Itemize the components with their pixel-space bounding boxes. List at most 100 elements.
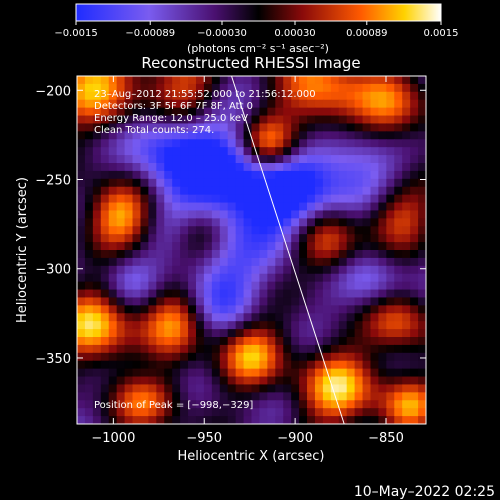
heatmap-cell: [267, 400, 276, 409]
heatmap-cell: [124, 178, 134, 188]
heatmap-cell: [235, 265, 245, 275]
heatmap-cell: [299, 210, 308, 219]
heatmap-cell: [124, 218, 134, 227]
heatmap-cell: [203, 408, 213, 417]
heatmap-cell: [418, 76, 426, 85]
heatmap-cell: [307, 83, 316, 93]
heatmap-cell: [378, 218, 387, 227]
heatmap-cell: [283, 178, 292, 188]
heatmap-cell: [267, 147, 276, 156]
heatmap-cell: [275, 218, 284, 227]
heatmap-cell: [307, 265, 316, 275]
heatmap-cell: [243, 376, 253, 386]
heatmap-cell: [386, 107, 395, 117]
heatmap-cell: [378, 178, 387, 188]
heatmap-cell: [227, 250, 237, 259]
heatmap-cell: [211, 265, 221, 275]
heatmap-cell: [116, 265, 126, 275]
heatmap-cell: [100, 186, 110, 196]
heatmap-cell: [418, 352, 426, 362]
heatmap-cell: [124, 416, 134, 424]
heatmap-cell: [188, 313, 197, 322]
heatmap-cell: [84, 139, 94, 148]
heatmap-cell: [275, 384, 284, 393]
heatmap-cell: [243, 416, 253, 424]
heatmap-cell: [410, 376, 419, 386]
heatmap-cell: [346, 210, 356, 219]
heatmap-cell: [195, 76, 205, 85]
heatmap-cell: [219, 115, 229, 125]
heatmap-cell: [346, 178, 356, 188]
heatmap-cell: [267, 170, 276, 180]
heatmap-cell: [77, 242, 86, 251]
heatmap-cell: [84, 242, 94, 251]
heatmap-cell: [77, 257, 86, 267]
heatmap-cell: [418, 289, 426, 299]
heatmap-cell: [100, 416, 110, 424]
heatmap-cell: [164, 305, 173, 314]
heatmap-cell: [402, 337, 411, 346]
heatmap-cell: [180, 242, 189, 251]
heatmap-cell: [235, 178, 245, 188]
heatmap-cell: [267, 115, 276, 125]
heatmap-cell: [211, 360, 221, 370]
heatmap-cell: [140, 281, 149, 291]
heatmap-cell: [188, 384, 197, 393]
heatmap-cell: [116, 416, 126, 424]
heatmap-cell: [251, 416, 261, 424]
heatmap-cell: [132, 186, 142, 196]
heatmap-cell: [84, 178, 94, 188]
heatmap-cell: [330, 210, 340, 219]
heatmap-cell: [291, 131, 300, 140]
heatmap-cell: [156, 329, 165, 338]
heatmap-cell: [283, 76, 292, 85]
heatmap-cell: [132, 305, 142, 314]
heatmap-cell: [124, 281, 134, 291]
heatmap-cell: [314, 289, 324, 299]
heatmap-cell: [370, 210, 380, 219]
heatmap-cell: [410, 392, 419, 401]
heatmap-cell: [299, 289, 308, 299]
heatmap-cell: [140, 297, 149, 306]
heatmap-cell: [77, 384, 86, 393]
heatmap-cell: [100, 76, 110, 85]
heatmap-cell: [243, 313, 253, 322]
heatmap-cell: [195, 360, 205, 370]
heatmap-cell: [259, 368, 268, 378]
heatmap-cell: [164, 234, 173, 243]
heatmap-cell: [322, 242, 332, 251]
heatmap-cell: [148, 297, 157, 306]
heatmap-cell: [195, 321, 205, 330]
heatmap-cell: [172, 83, 181, 93]
heatmap-cell: [314, 147, 324, 156]
heatmap-cell: [172, 147, 181, 156]
annotation-peak: Position of Peak = [−998,−329]: [94, 400, 253, 411]
heatmap-cell: [346, 392, 356, 401]
heatmap-cell: [275, 83, 284, 93]
heatmap-cell: [330, 384, 340, 393]
heatmap-cell: [267, 352, 276, 362]
heatmap-cell: [148, 210, 157, 219]
heatmap-cell: [338, 400, 348, 409]
heatmap-cell: [172, 99, 181, 109]
heatmap-cell: [203, 76, 213, 85]
heatmap-cell: [251, 170, 261, 180]
heatmap-cell: [251, 337, 261, 346]
heatmap-cell: [116, 368, 126, 378]
heatmap-cell: [211, 147, 221, 156]
heatmap-cell: [108, 147, 118, 156]
heatmap-cell: [227, 147, 237, 156]
heatmap-cell: [235, 147, 245, 156]
heatmap-cell: [100, 218, 110, 227]
heatmap-cell: [211, 297, 221, 306]
heatmap-cell: [314, 408, 324, 417]
heatmap-cell: [77, 194, 86, 204]
heatmap-cell: [172, 194, 181, 204]
heatmap-cell: [386, 384, 395, 393]
heatmap-cell: [291, 210, 300, 219]
heatmap-cell: [148, 83, 157, 93]
heatmap-cell: [394, 368, 403, 378]
heatmap-cell: [172, 131, 181, 140]
heatmap-cell: [418, 234, 426, 243]
heatmap-cell: [386, 344, 395, 354]
